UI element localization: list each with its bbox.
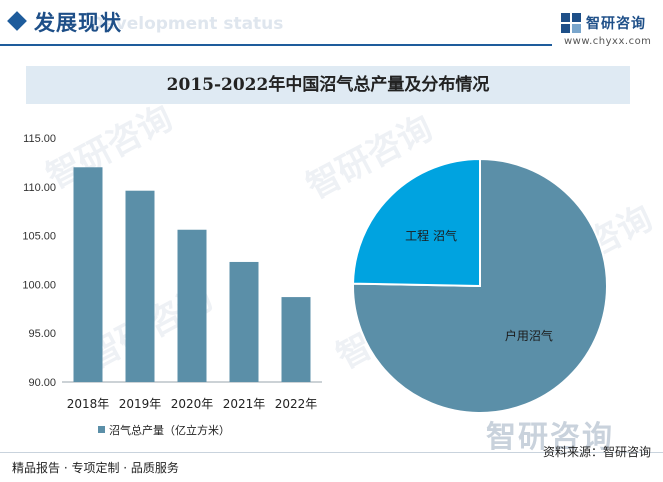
- brand-logo-url: www.chyxx.com: [564, 36, 652, 47]
- legend-swatch: [98, 426, 105, 433]
- footer: 精品报告 · 专项定制 · 品质服务 资料来源：智研咨询: [0, 445, 663, 482]
- footer-tagline: 精品报告 · 专项定制 · 品质服务: [12, 461, 179, 475]
- y-tick-label: 105.00: [22, 231, 56, 243]
- y-tick-label: 110.00: [23, 182, 56, 194]
- header: Development status 发展现状 智研咨询 www.chyxx.c…: [0, 0, 663, 50]
- section-title: 发展现状: [34, 11, 122, 35]
- x-tick-label: 2018年: [67, 397, 110, 411]
- chart-title: 2015-2022年中国沼气总产量及分布情况: [166, 75, 490, 95]
- legend-label: 沼气总产量（亿立方米）: [109, 423, 230, 437]
- bar: [177, 229, 207, 382]
- x-tick-label: 2020年: [171, 397, 214, 411]
- brand-logo-name: 智研咨询: [586, 16, 646, 32]
- pie-slice: [352, 157, 481, 288]
- x-tick-label: 2021年: [223, 397, 266, 411]
- bar: [281, 297, 311, 382]
- chart-title-band: 2015-2022年中国沼气总产量及分布情况: [26, 66, 630, 104]
- y-tick-label: 115.00: [23, 133, 56, 145]
- section-subtitle: Development status: [90, 14, 284, 34]
- brand-logo: 智研咨询 www.chyxx.com: [560, 10, 660, 50]
- header-divider: [0, 44, 552, 46]
- y-tick-label: 90.00: [28, 377, 56, 389]
- brand-logo-icon: [561, 13, 581, 33]
- pie-slice-label: 工程 沼气: [405, 228, 457, 243]
- pie-slice: [352, 157, 608, 414]
- x-tick-label: 2019年: [119, 397, 162, 411]
- bar: [125, 190, 155, 382]
- footer-source: 资料来源：智研咨询: [542, 445, 651, 459]
- watermark-logo: 智研咨询: [486, 420, 614, 455]
- bar: [73, 167, 103, 382]
- y-tick-label: 100.00: [22, 279, 56, 291]
- bar: [229, 261, 259, 382]
- x-tick-label: 2022年: [275, 397, 318, 411]
- y-tick-label: 95.00: [28, 328, 56, 340]
- pie-slice-label: 户用沼气: [505, 328, 553, 343]
